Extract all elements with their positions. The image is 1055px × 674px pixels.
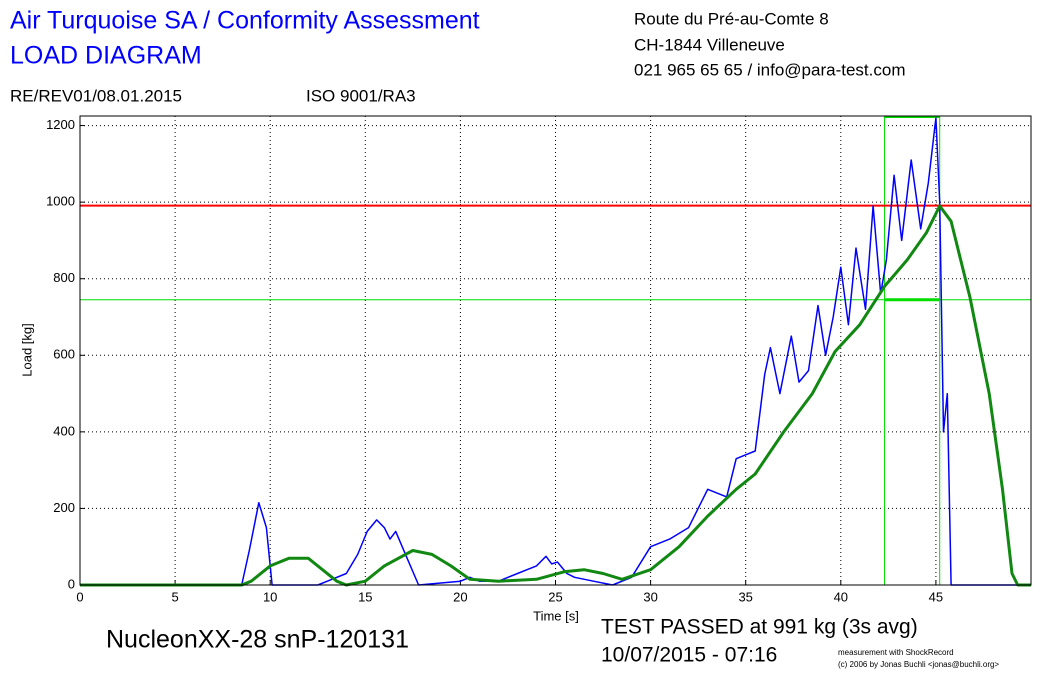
x-axis-label: Time [s] xyxy=(533,608,579,623)
credit: (c) 2006 by Jonas Buchli <jonas@buchli.o… xyxy=(838,660,999,669)
y-tick-label: 1200 xyxy=(46,117,75,132)
datetime: 10/07/2015 - 07:16 xyxy=(601,644,777,667)
address-line: CH-1844 Villeneuve xyxy=(634,35,785,54)
y-axis-label: Load [kg] xyxy=(19,323,34,377)
x-tick-label: 45 xyxy=(929,589,943,604)
address-line: Route du Pré-au-Comte 8 xyxy=(634,9,829,28)
y-tick-label: 1000 xyxy=(46,194,75,209)
y-tick-label: 200 xyxy=(53,500,75,515)
x-tick-label: 40 xyxy=(834,589,848,604)
x-tick-label: 30 xyxy=(643,589,657,604)
y-tick-label: 600 xyxy=(53,347,75,362)
plot-frame xyxy=(79,115,1032,586)
revision: RE/REV01/08.01.2015 xyxy=(10,86,182,105)
x-tick-label: 10 xyxy=(263,589,277,604)
credit: measurement with ShockRecord xyxy=(838,648,954,657)
y-tick-label: 0 xyxy=(68,576,75,591)
y-tick-label: 800 xyxy=(53,270,75,285)
data-line xyxy=(80,204,1031,587)
title: Air Turquoise SA / Conformity Assessment xyxy=(10,7,480,35)
device: NucleonXX-28 snP-120131 xyxy=(106,626,409,654)
x-tick-label: 35 xyxy=(738,589,752,604)
data-line xyxy=(80,117,1031,586)
x-tick-label: 25 xyxy=(548,589,562,604)
x-tick-label: 20 xyxy=(453,589,467,604)
y-tick-label: 400 xyxy=(53,423,75,438)
x-tick-label: 0 xyxy=(76,589,83,604)
result: TEST PASSED at 991 kg (3s avg) xyxy=(601,616,918,639)
address-line: 021 965 65 65 / info@para-test.com xyxy=(634,60,905,79)
x-tick-label: 15 xyxy=(358,589,372,604)
subtitle: LOAD DIAGRAM xyxy=(10,42,202,70)
standard: ISO 9001/RA3 xyxy=(306,86,416,105)
x-tick-label: 5 xyxy=(171,589,178,604)
plot-area xyxy=(80,116,1031,585)
